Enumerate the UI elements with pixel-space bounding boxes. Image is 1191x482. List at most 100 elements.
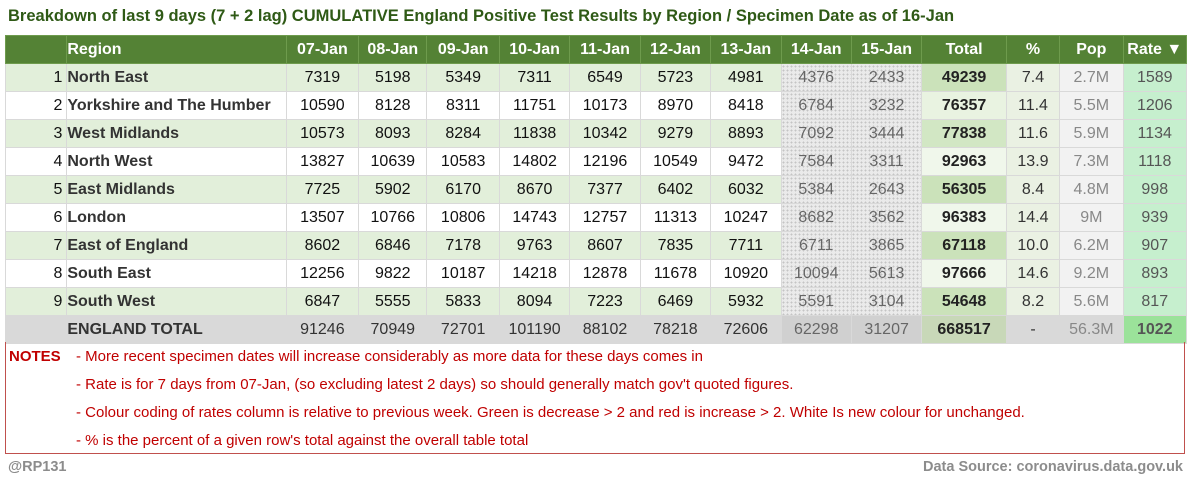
header-date[interactable]: 08-Jan — [358, 35, 428, 64]
daily-count: 12757 — [569, 203, 641, 232]
population: 9.2M — [1059, 259, 1124, 288]
row-index: 3 — [4, 119, 68, 148]
region-total: 56305 — [921, 175, 1007, 204]
header-date[interactable]: 15-Jan — [850, 35, 923, 64]
percent-of-total: 11.4 — [1005, 91, 1061, 120]
lag-count: 7584 — [780, 147, 852, 176]
lag-count: 7092 — [780, 119, 852, 148]
daily-total: 72606 — [710, 315, 782, 344]
region-total: 54648 — [921, 287, 1007, 316]
header-region[interactable]: Region — [66, 35, 287, 64]
region-name: London — [66, 203, 287, 232]
daily-count: 8284 — [426, 119, 500, 148]
population: 5.6M — [1059, 287, 1124, 316]
percent-of-total: 10.0 — [1005, 231, 1061, 260]
daily-total: 78218 — [639, 315, 712, 344]
region-name: East of England — [66, 231, 287, 260]
lag-count: 5384 — [780, 175, 852, 204]
population: 9M — [1059, 203, 1124, 232]
rate-value: 1206 — [1122, 91, 1188, 120]
row-index — [4, 315, 68, 344]
header-total[interactable]: Total — [921, 35, 1007, 64]
daily-count: 14743 — [498, 203, 571, 232]
rate-value: 939 — [1122, 203, 1188, 232]
row-index: 9 — [4, 287, 68, 316]
daily-count: 11313 — [639, 203, 712, 232]
table-row[interactable]: 5 East Midlands 7725 5902 6170 8670 7377 6402 60… — [4, 175, 1188, 204]
table-row[interactable]: 9 South West 6847 5555 5833 8094 7223 6469 5932 5… — [4, 287, 1188, 316]
daily-count: 12256 — [285, 259, 360, 288]
daily-count: 10920 — [710, 259, 782, 288]
daily-count: 11751 — [498, 91, 571, 120]
row-index: 2 — [4, 91, 68, 120]
rate-value: 817 — [1122, 287, 1188, 316]
daily-count: 6846 — [358, 231, 428, 260]
region-name: West Midlands — [66, 119, 287, 148]
percent-of-total: - — [1005, 315, 1061, 344]
daily-total: 70949 — [358, 315, 428, 344]
daily-count: 6847 — [285, 287, 360, 316]
rate-value: 1022 — [1122, 315, 1188, 344]
daily-count: 13827 — [285, 147, 360, 176]
daily-count: 10573 — [285, 119, 360, 148]
lag-count: 3311 — [850, 147, 923, 176]
notes-box: NOTES - More recent specimen dates will … — [5, 342, 1185, 454]
daily-count: 7711 — [710, 231, 782, 260]
lag-count: 2433 — [850, 63, 923, 92]
daily-count: 5349 — [426, 63, 500, 92]
header-date[interactable]: 10-Jan — [498, 35, 571, 64]
header-percent[interactable]: % — [1005, 35, 1061, 64]
table-row[interactable]: 7 East of England 8602 6846 7178 9763 8607 7835… — [4, 231, 1188, 260]
row-index: 7 — [4, 231, 68, 260]
header-rate-sorted[interactable]: Rate ▼ — [1122, 35, 1188, 64]
table-row[interactable]: 6 London 13507 10766 10806 14743 12757 11313 102… — [4, 203, 1188, 232]
percent-of-total: 14.6 — [1005, 259, 1061, 288]
daily-count: 5555 — [358, 287, 428, 316]
header-date[interactable]: 12-Jan — [639, 35, 712, 64]
daily-count: 9279 — [639, 119, 712, 148]
daily-count: 5198 — [358, 63, 428, 92]
daily-count: 6402 — [639, 175, 712, 204]
lag-count: 3562 — [850, 203, 923, 232]
note-line: - More recent specimen dates will increa… — [76, 348, 703, 365]
region-name: Yorkshire and The Humber — [66, 91, 287, 120]
daily-count: 12878 — [569, 259, 641, 288]
note-line: - Rate is for 7 days from 07-Jan, (so ex… — [76, 376, 794, 393]
daily-count: 8670 — [498, 175, 571, 204]
daily-count: 6032 — [710, 175, 782, 204]
table-row[interactable]: 1 North East 7319 5198 5349 7311 6549 5723 4981 4… — [4, 63, 1188, 92]
region-total: 96383 — [921, 203, 1007, 232]
lag-count: 2643 — [850, 175, 923, 204]
region-name: South East — [66, 259, 287, 288]
lag-count: 5613 — [850, 259, 923, 288]
percent-of-total: 11.6 — [1005, 119, 1061, 148]
daily-count: 9472 — [710, 147, 782, 176]
daily-count: 11678 — [639, 259, 712, 288]
header-date[interactable]: 14-Jan — [780, 35, 852, 64]
header-date[interactable]: 07-Jan — [285, 35, 360, 64]
england-total-row[interactable]: ENGLAND TOTAL 91246 70949 72701 101190 88102 7… — [4, 315, 1188, 344]
daily-count: 7319 — [285, 63, 360, 92]
table-row[interactable]: 3 West Midlands 10573 8093 8284 11838 10342 927… — [4, 119, 1188, 148]
rate-value: 998 — [1122, 175, 1188, 204]
daily-count: 11838 — [498, 119, 571, 148]
header-date[interactable]: 09-Jan — [426, 35, 500, 64]
rate-value: 907 — [1122, 231, 1188, 260]
rate-value: 1118 — [1122, 147, 1188, 176]
rate-value: 1589 — [1122, 63, 1188, 92]
lag-count: 6784 — [780, 91, 852, 120]
daily-count: 8094 — [498, 287, 571, 316]
table-row[interactable]: 8 South East 12256 9822 10187 14218 12878 11678… — [4, 259, 1188, 288]
header-row: Region 07-Jan 08-Jan 09-Jan 10-Jan 11-Ja… — [4, 35, 1188, 64]
percent-of-total: 14.4 — [1005, 203, 1061, 232]
population: 4.8M — [1059, 175, 1124, 204]
header-date[interactable]: 13-Jan — [710, 35, 782, 64]
grand-total: 668517 — [921, 315, 1007, 344]
region-total: 92963 — [921, 147, 1007, 176]
header-date[interactable]: 11-Jan — [569, 35, 641, 64]
table-row[interactable]: 2 Yorkshire and The Humber 10590 8128 8311 11… — [4, 91, 1188, 120]
daily-total: 91246 — [285, 315, 360, 344]
header-population[interactable]: Pop — [1059, 35, 1124, 64]
daily-count: 14218 — [498, 259, 571, 288]
table-row[interactable]: 4 North West 13827 10639 10583 14802 12196 1054… — [4, 147, 1188, 176]
